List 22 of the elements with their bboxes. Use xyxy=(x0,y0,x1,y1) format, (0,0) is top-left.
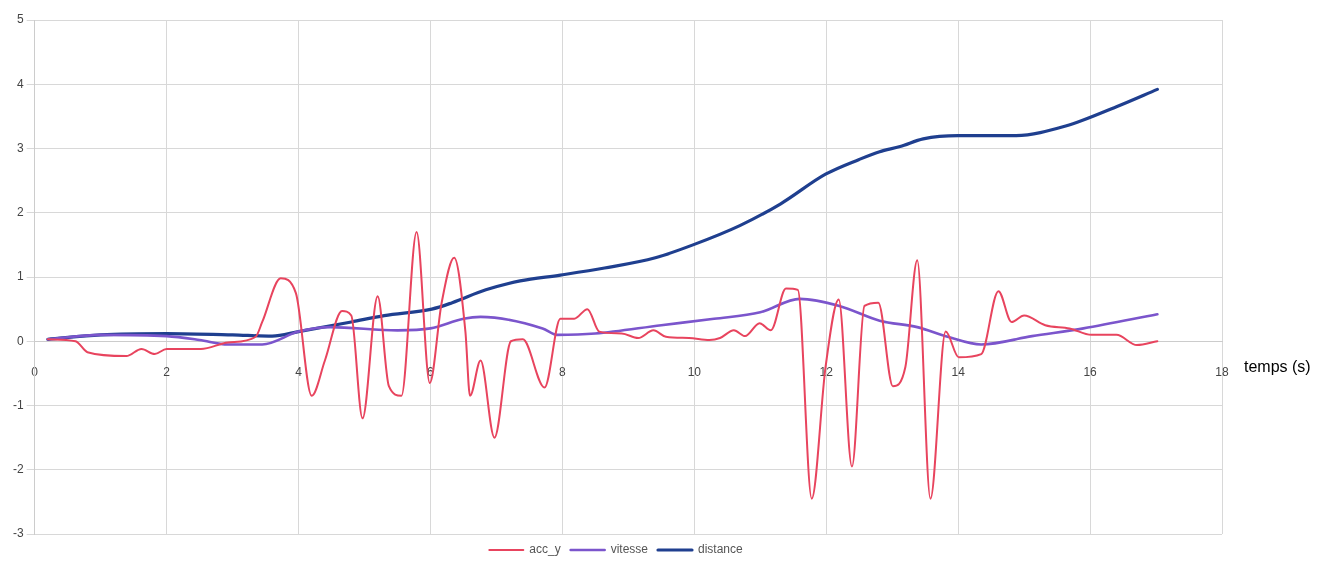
y-tick-label: -3 xyxy=(13,526,24,541)
y-tick-label: 4 xyxy=(16,76,24,91)
y-tick-label: -2 xyxy=(13,462,24,477)
x-tick-label: 2 xyxy=(163,364,171,379)
line-series xyxy=(46,231,1159,500)
x-tick-label: 14 xyxy=(951,364,966,379)
x-tick-label: 10 xyxy=(687,364,702,379)
x-tick-label: 8 xyxy=(559,364,567,379)
y-tick-label: 1 xyxy=(16,269,24,284)
y-tick-label: 3 xyxy=(16,140,24,155)
x-axis-title: temps (s) xyxy=(1244,357,1311,375)
x-tick-label: 4 xyxy=(295,364,303,379)
line-series xyxy=(46,297,1159,346)
legend-label: vitesse xyxy=(610,542,649,557)
y-tick-label: 2 xyxy=(16,205,24,220)
x-tick-label: 18 xyxy=(1215,364,1229,379)
legend-label: acc_y xyxy=(529,542,561,557)
y-tick-label: 5 xyxy=(16,12,24,27)
y-tick-label: 0 xyxy=(16,333,24,348)
y-tick-label: -1 xyxy=(13,397,24,412)
legend-label: distance xyxy=(698,542,744,557)
x-tick-label: 16 xyxy=(1083,364,1098,379)
